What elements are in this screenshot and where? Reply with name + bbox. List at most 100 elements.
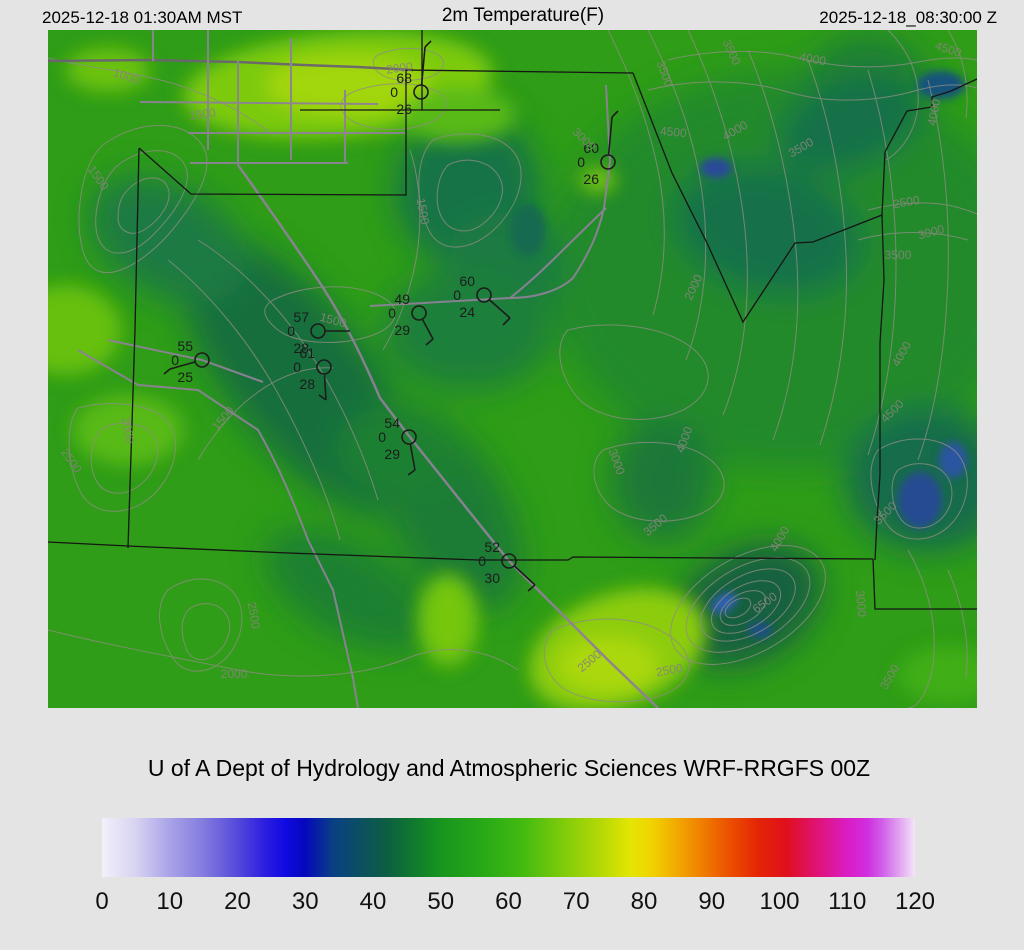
contour-elevation-label: 2000 <box>221 667 248 681</box>
colorbar-tick-label: 120 <box>894 888 936 915</box>
station-left-value: 0 <box>453 287 461 303</box>
weather-map-canvas: 6802660026600244902957028610285502554029… <box>48 30 977 708</box>
wind-barb <box>323 373 327 401</box>
station-plots: 6802660026600244902957028610285502554029… <box>163 40 619 592</box>
colorbar-tick-label: 50 <box>427 888 455 915</box>
station-circle <box>476 287 492 303</box>
station-temperature: 54 <box>384 415 400 431</box>
station-temperature: 49 <box>394 291 410 307</box>
wind-barb-flick <box>611 110 619 118</box>
station-left-value: 0 <box>287 323 295 339</box>
station-temperature: 60 <box>583 140 599 156</box>
contour-elevation-label: 2500 <box>892 193 921 211</box>
terrain-contours <box>48 30 977 708</box>
colorbar-tick-label: 20 <box>224 888 251 915</box>
station-dewpoint: 28 <box>299 376 315 392</box>
contour-elevation-label: 3000 <box>916 222 946 243</box>
contour-elevation-label: 2000 <box>119 416 137 445</box>
contour-elevation-label: 4000 <box>925 98 943 127</box>
station-left-value: 0 <box>388 305 396 321</box>
colorbar-tick-label: 40 <box>359 888 387 915</box>
contour-elevation-label: 3500 <box>885 248 912 262</box>
wind-barb <box>409 443 416 471</box>
cold-pockets <box>510 71 967 638</box>
colorbar-tick-label: 90 <box>698 888 726 915</box>
station-dewpoint: 25 <box>177 369 193 385</box>
station-temperature: 61 <box>299 345 315 361</box>
station-circle <box>501 553 517 569</box>
wind-barb-flick <box>424 40 432 48</box>
contour-elevation-label: 2500 <box>245 601 263 630</box>
cool-regions <box>89 34 977 668</box>
colorbar-tick-label: 110 <box>828 888 867 915</box>
wind-barb-flick <box>527 584 536 592</box>
station-circle <box>194 352 210 368</box>
station-left-value: 0 <box>390 84 398 100</box>
page-title: 2m Temperature(F) <box>441 5 605 26</box>
roads <box>48 30 659 708</box>
contour-elevation-label: 4000 <box>798 50 827 68</box>
station-dewpoint: 26 <box>396 101 412 117</box>
wind-barb <box>169 361 196 370</box>
station-dewpoint: 30 <box>484 570 500 586</box>
station-circle <box>316 359 332 375</box>
station-temperature: 57 <box>293 309 309 325</box>
valid-time-local: 2025-12-18 01:30AM MST <box>42 8 243 27</box>
station-circle <box>413 84 429 100</box>
wind-barb <box>513 565 536 586</box>
station-left-value: 0 <box>577 154 585 170</box>
station-circle <box>401 429 417 445</box>
station-left-value: 0 <box>378 429 386 445</box>
station-temperature: 55 <box>177 338 193 354</box>
contour-elevation-label: 3000 <box>853 590 869 618</box>
station-temperature: 52 <box>484 539 500 555</box>
contour-elevation-label: 1500 <box>414 197 432 226</box>
station-left-value: 0 <box>293 359 301 375</box>
colorbar-tick-label: 70 <box>562 888 590 915</box>
contour-elevation-label: 1500 <box>318 310 348 331</box>
station-left-value: 0 <box>171 352 179 368</box>
station-left-value: 0 <box>478 553 486 569</box>
colorbar-tick-label: 10 <box>156 888 184 915</box>
contour-elevation-label: 1500 <box>188 105 217 123</box>
wind-barb-flick <box>425 338 434 346</box>
station-circle <box>411 305 427 321</box>
colorbar-tick-label: 100 <box>759 888 800 915</box>
wind-barb-flick <box>163 368 171 375</box>
colorbar <box>102 818 915 877</box>
colorbar-tick-label: 60 <box>495 888 522 915</box>
station-dewpoint: 24 <box>459 304 475 320</box>
station-circle <box>310 323 326 339</box>
contour-elevation-label: 2500 <box>655 661 684 679</box>
colorbar-tick-label: 0 <box>95 888 109 915</box>
station-temperature: 60 <box>459 273 475 289</box>
contour-elevation-label: 2000 <box>385 59 414 77</box>
station-dewpoint: 28 <box>293 340 309 356</box>
caption: U of A Dept of Hydrology and Atmospheric… <box>147 755 871 781</box>
station-temperature: 68 <box>396 70 412 86</box>
station-dewpoint: 29 <box>384 446 400 462</box>
station-circle <box>600 154 616 170</box>
contour-elevation-label: 4500 <box>659 124 687 140</box>
colorbar-tick-label: 80 <box>630 888 658 915</box>
valid-time-utc: 2025-12-18_08:30:00 Z <box>819 8 997 27</box>
weather-map: 68 0 26 60 0 26 60 0 24 49 0 29 57 0 28 61 0 28 55 0 25 54 0 29… <box>48 30 977 708</box>
county-boundaries <box>48 30 977 610</box>
wind-barb <box>488 299 511 319</box>
wind-barb-flick <box>407 469 416 476</box>
wind-barb-flick <box>318 394 327 401</box>
station-dewpoint: 29 <box>394 322 410 338</box>
colorbar-tick-label: 30 <box>291 888 319 915</box>
colorbar-ticks: 0 10 20 30 40 50 60 70 80 90 100 110 120 <box>0 888 1024 918</box>
wind-barb <box>420 46 426 86</box>
wind-barb <box>421 318 434 340</box>
wind-barb-flick <box>502 317 511 326</box>
